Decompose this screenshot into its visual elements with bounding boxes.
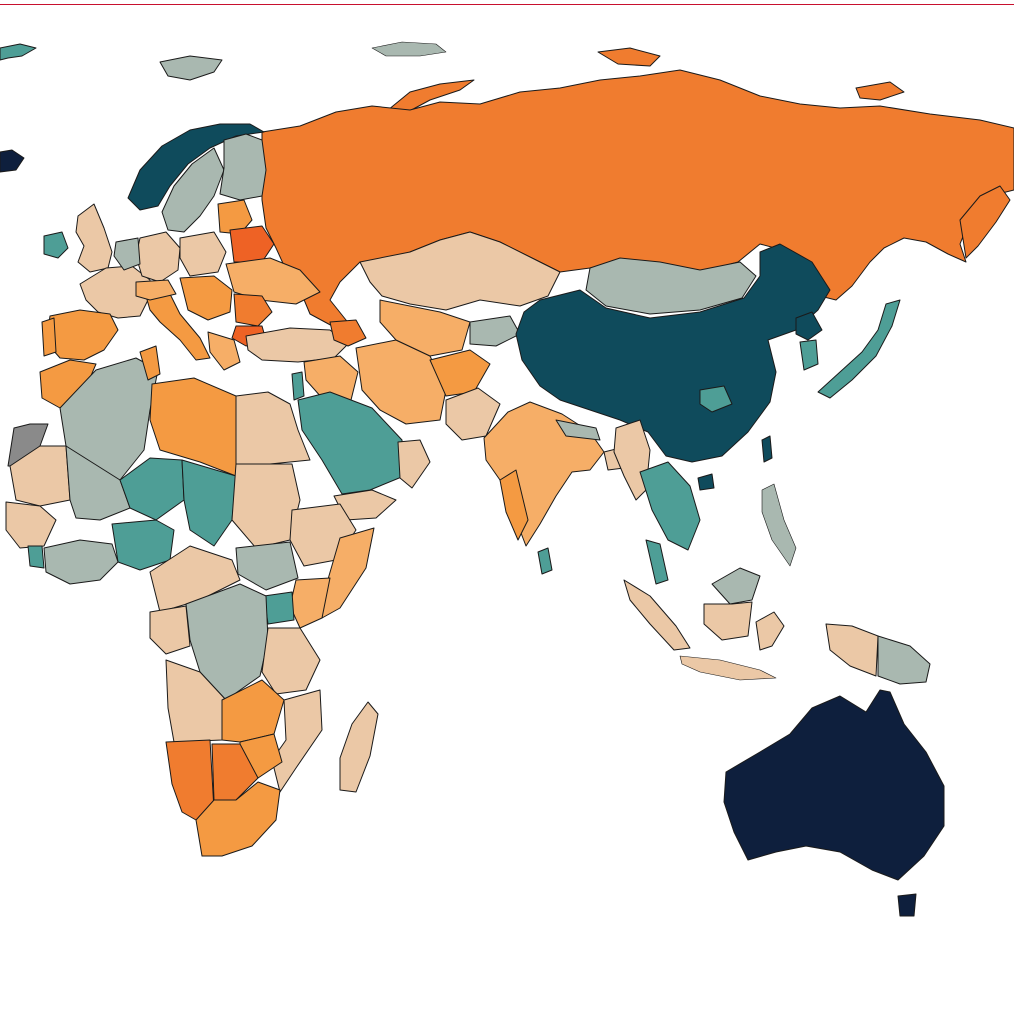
country-russia[interactable] — [261, 69, 1014, 335]
country-kyrgyz-tajik[interactable] — [469, 315, 521, 347]
country-borneo-indonesia[interactable] — [703, 601, 753, 641]
country-baltics[interactable] — [217, 199, 253, 235]
country-ukraine[interactable] — [225, 257, 321, 305]
country-benelux[interactable] — [113, 237, 141, 271]
country-severnaya[interactable] — [597, 47, 661, 67]
country-borneo-malaysia[interactable] — [711, 567, 761, 605]
country-germany[interactable] — [135, 231, 181, 283]
country-romania[interactable] — [233, 293, 273, 327]
country-belarus[interactable] — [229, 225, 275, 263]
country-france[interactable] — [79, 265, 151, 319]
country-south-africa[interactable] — [195, 781, 281, 857]
country-shapes — [0, 41, 1014, 917]
top-rule — [0, 4, 1014, 5]
country-uganda-rwanda[interactable] — [263, 591, 295, 625]
country-gabon-congo[interactable] — [149, 605, 191, 655]
country-ireland[interactable] — [43, 231, 69, 259]
country-finland[interactable] — [219, 133, 267, 201]
country-sri-lanka[interactable] — [537, 547, 553, 575]
country-mozambique[interactable] — [271, 689, 323, 793]
country-kazakhstan[interactable] — [359, 231, 561, 311]
country-drc[interactable] — [185, 583, 269, 701]
country-sumatra[interactable] — [623, 579, 691, 651]
country-south-sudan[interactable] — [235, 541, 299, 591]
country-new-guinea-west[interactable] — [825, 623, 879, 677]
country-sweden[interactable] — [161, 147, 225, 233]
country-oman-uae[interactable] — [397, 439, 431, 489]
country-taiwan[interactable] — [761, 435, 773, 463]
country-papua-new-guinea[interactable] — [877, 635, 931, 685]
country-greenland-edge[interactable] — [0, 43, 37, 61]
country-uzbek-turkmen[interactable] — [379, 299, 471, 357]
country-malay-peninsula[interactable] — [645, 539, 669, 585]
country-libya[interactable] — [149, 377, 237, 477]
country-nepal[interactable] — [555, 419, 601, 441]
country-poland[interactable] — [179, 231, 227, 277]
country-sulawesi[interactable] — [755, 611, 785, 651]
country-india-west[interactable] — [499, 469, 529, 541]
country-hainan[interactable] — [697, 473, 715, 491]
country-franz-josef[interactable] — [371, 41, 447, 57]
country-myanmar[interactable] — [613, 419, 651, 501]
country-australia[interactable] — [723, 689, 945, 881]
country-korea-north[interactable] — [795, 311, 823, 341]
country-tunisia[interactable] — [139, 345, 161, 381]
country-norway[interactable] — [127, 123, 265, 211]
country-senegal-guinea[interactable] — [5, 501, 57, 549]
country-mongolia[interactable] — [585, 257, 757, 315]
country-uk[interactable] — [75, 203, 113, 273]
country-kenya[interactable] — [289, 577, 331, 629]
country-saudi-arabia[interactable] — [297, 391, 405, 495]
country-kamchatka-sakhalin[interactable] — [959, 185, 1011, 259]
country-tanzania[interactable] — [261, 627, 321, 695]
country-liberia[interactable] — [27, 545, 45, 569]
country-alps[interactable] — [135, 279, 177, 301]
country-israel-lebanon[interactable] — [291, 371, 305, 401]
country-philippines[interactable] — [761, 483, 797, 567]
country-thailand-laos[interactable] — [639, 461, 701, 551]
country-india[interactable] — [483, 401, 605, 547]
country-java[interactable] — [679, 655, 777, 681]
country-botswana[interactable] — [211, 743, 259, 801]
country-china[interactable] — [515, 243, 831, 463]
country-coastal-west[interactable] — [43, 539, 119, 585]
country-italy[interactable] — [145, 289, 211, 361]
country-china-province[interactable] — [699, 385, 733, 413]
country-new-siberian[interactable] — [855, 81, 905, 101]
country-spain[interactable] — [45, 309, 119, 361]
country-korea-south[interactable] — [799, 339, 819, 371]
country-afghanistan[interactable] — [429, 349, 491, 397]
country-svalbard[interactable] — [159, 55, 223, 81]
country-iceland[interactable] — [0, 149, 25, 173]
country-greece[interactable] — [207, 331, 241, 371]
country-madagascar[interactable] — [339, 701, 379, 793]
country-sudan[interactable] — [231, 463, 301, 549]
country-portugal[interactable] — [41, 317, 57, 357]
country-japan[interactable] — [817, 299, 901, 399]
country-balkans-north[interactable] — [179, 275, 233, 321]
country-tasmania[interactable] — [897, 893, 917, 917]
country-caucasus[interactable] — [329, 319, 367, 347]
